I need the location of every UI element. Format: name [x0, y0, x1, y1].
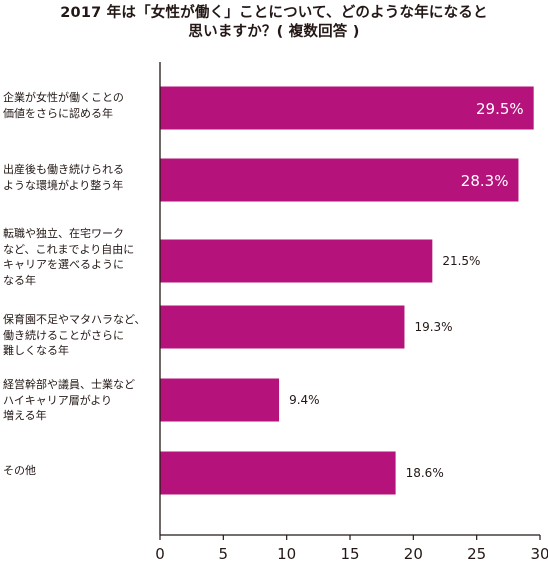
- category-label-2: 出産後も働き続けられる ような環境がより整う年: [3, 163, 124, 192]
- x-tick-label-7: 30: [530, 545, 548, 563]
- x-tick-label-1: 0: [155, 545, 165, 563]
- x-tick-label-5: 20: [404, 545, 423, 563]
- category-label-1: 企業が女性が働くことの 価値をさらに認める年: [3, 91, 124, 120]
- x-tick-label-4: 15: [340, 545, 359, 563]
- value-label-1: 29.5%: [476, 100, 524, 118]
- value-label-4: 19.3%: [414, 320, 452, 334]
- bar-6: [160, 451, 396, 495]
- bar-5: [160, 378, 280, 422]
- x-tick-label-6: 25: [467, 545, 486, 563]
- x-tick-label-3: 10: [277, 545, 296, 563]
- chart-title-line-2: 思いますか？( 複数回答 ): [188, 24, 360, 40]
- bar-2: [160, 158, 519, 202]
- category-label-5: 経営幹部や議員、士業など ハイキャリア層がより 増える年: [3, 378, 135, 422]
- value-label-3: 21.5%: [442, 254, 480, 268]
- chart-title-line-1: 2017 年は「女性が働く」ことについて、どのような年になると: [60, 5, 488, 21]
- x-tick-label-2: 5: [219, 545, 229, 563]
- value-label-2: 28.3%: [461, 172, 509, 190]
- bar-4: [160, 305, 405, 349]
- bar-1: [160, 86, 534, 130]
- category-label-4: 保育園不足やマタハラなど、 働き続けることがさらに 難しくなる年: [3, 313, 146, 357]
- value-label-5: 9.4%: [289, 393, 320, 407]
- bar-3: [160, 239, 433, 283]
- value-label-6: 18.6%: [406, 466, 444, 480]
- chart-title: 2017 年は「女性が働く」ことについて、どのような年になると 思いますか？( …: [0, 4, 548, 42]
- category-label-6: その他: [3, 464, 36, 477]
- category-label-3: 転職や独立、在宅ワーク など、これまでより自由に キャリアを選べるように なる年: [3, 227, 135, 287]
